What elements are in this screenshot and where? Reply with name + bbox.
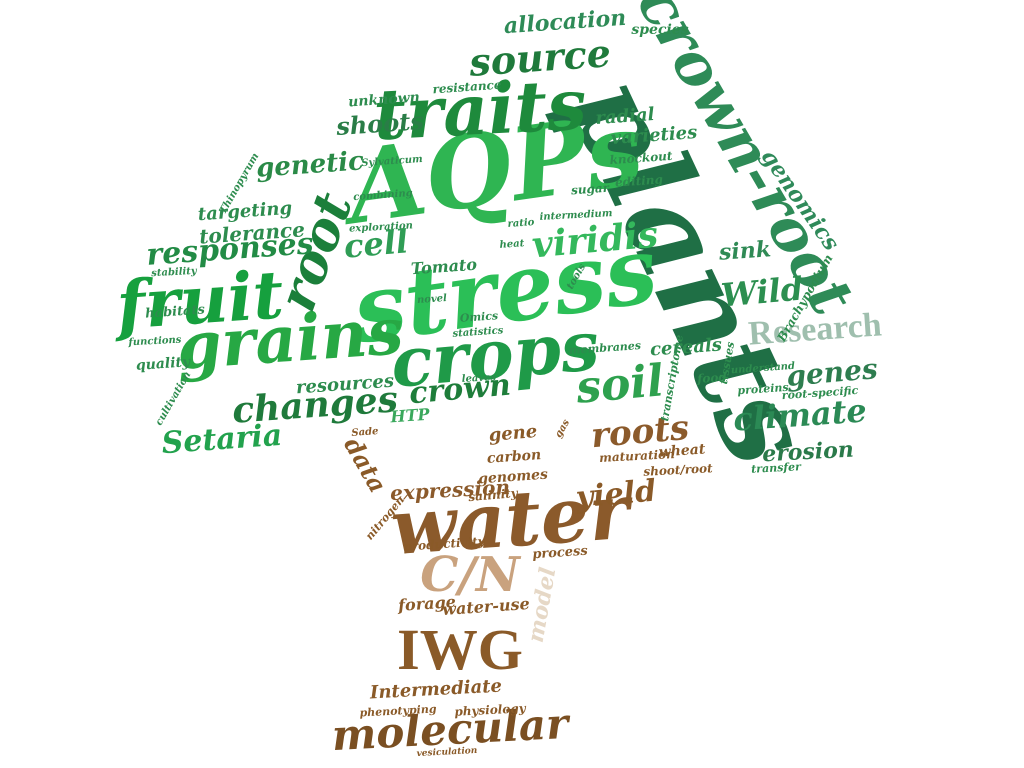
word-cereals: cereals [649, 334, 723, 361]
word-transfer: transfer [750, 460, 802, 476]
word-physiology: physiology [454, 701, 526, 719]
word-omics: Omics [459, 309, 499, 325]
word-intermediate: Intermediate [369, 675, 503, 704]
word-crown: crown [407, 367, 513, 412]
word-genetic: genetic [255, 146, 365, 184]
word-soil: soil [574, 355, 666, 414]
word-process: process [531, 543, 589, 563]
word-functions: functions [128, 334, 182, 349]
word-radial: radial [594, 103, 656, 130]
word-sink: sink [718, 236, 772, 266]
word-carbon: carbon [486, 447, 542, 467]
word-setaria: Setaria [160, 417, 284, 462]
word-species: species [631, 22, 689, 38]
word-research: Research [747, 306, 883, 353]
word-source: source [467, 30, 613, 85]
word-sugar: sugar [570, 180, 610, 198]
word-shoots: shoots [335, 105, 425, 142]
word-novel: novel [416, 292, 448, 307]
word-fruit: fruit [114, 255, 286, 345]
word-membranes: membranes [568, 339, 642, 357]
word-sade: Sade [351, 426, 379, 439]
word-cultivation: cultivation [153, 369, 194, 428]
word-shoot-root: shoot/root [643, 461, 713, 479]
word-vesiculation: vesiculation [416, 745, 478, 760]
word-data: data [338, 431, 393, 498]
word-heat: heat [499, 238, 525, 251]
word-gas: gas [553, 417, 573, 440]
word-htp: HTP [389, 404, 431, 427]
word-water-use: water-use [441, 593, 531, 620]
word-yield: yield [574, 473, 658, 516]
word-viridis: viridis [530, 213, 660, 267]
word-gene: gene [487, 420, 539, 447]
word-habitats: habitats [144, 302, 206, 322]
word-maturation: maturation [598, 447, 676, 465]
word-cn: C/N [420, 547, 520, 603]
word-leaves: leaves [461, 372, 497, 385]
word-tomato: Tomato [410, 254, 478, 279]
word-ratio: ratio [507, 217, 535, 230]
word-editing: editing [614, 172, 664, 190]
word-iwg: IWG [397, 617, 523, 682]
